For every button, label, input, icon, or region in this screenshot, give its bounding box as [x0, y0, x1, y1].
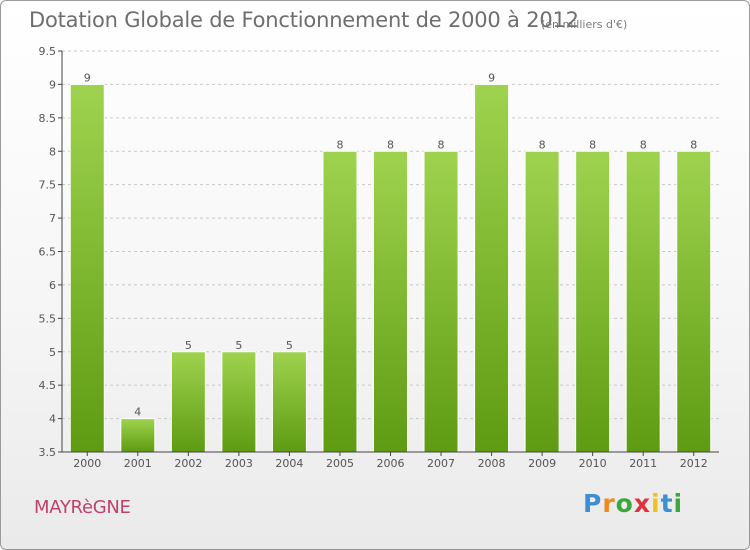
- x-tick-label: 2002: [174, 457, 202, 470]
- x-tick-label: 2011: [629, 457, 657, 470]
- logo-letter: i: [673, 489, 684, 518]
- y-tick-label: 8: [49, 145, 56, 158]
- commune-name: MAYRèGNE: [34, 497, 131, 518]
- data-label: 8: [690, 138, 697, 151]
- bar: [271, 351, 307, 453]
- data-label: 9: [84, 71, 91, 84]
- data-label: 5: [185, 339, 192, 352]
- data-label: 5: [286, 339, 293, 352]
- x-tick-label: 2003: [225, 457, 253, 470]
- data-label: 8: [387, 138, 394, 151]
- x-tick-label: 2008: [478, 457, 506, 470]
- logo-letter: t: [660, 489, 674, 518]
- y-tick-label: 9.5: [39, 45, 57, 58]
- proxiti-logo: Proxiti: [583, 489, 683, 518]
- logo-letter: r: [602, 489, 616, 518]
- bar: [322, 150, 358, 453]
- data-label: 8: [589, 138, 596, 151]
- chart-title: Dotation Globale de Fonctionnement de 20…: [29, 8, 579, 32]
- y-tick-label: 8.5: [39, 112, 57, 125]
- y-tick-label: 4.5: [39, 379, 57, 392]
- data-label: 8: [438, 138, 445, 151]
- logo-letter: P: [583, 489, 603, 518]
- x-tick-label: 2000: [73, 457, 101, 470]
- x-tick-label: 2012: [680, 457, 708, 470]
- data-label: 4: [134, 406, 141, 419]
- bar: [170, 351, 206, 453]
- bar: [373, 150, 408, 453]
- y-tick-label: 7.5: [39, 179, 57, 192]
- x-tick-label: 2009: [528, 457, 556, 470]
- bar: [221, 351, 257, 453]
- data-label: 8: [539, 138, 546, 151]
- y-tick-label: 6: [49, 279, 56, 292]
- bar: [575, 150, 611, 453]
- bar: [524, 150, 560, 453]
- y-tick-label: 6.5: [39, 246, 57, 259]
- y-tick-label: 3.5: [39, 446, 57, 459]
- data-label: 8: [640, 138, 647, 151]
- data-label: 9: [488, 71, 495, 84]
- y-tick-label: 5: [49, 346, 56, 359]
- bar: [120, 418, 156, 453]
- y-tick-label: 7: [49, 212, 56, 225]
- y-tick-label: 4: [49, 413, 56, 426]
- x-tick-label: 2007: [427, 457, 455, 470]
- logo-letter: i: [651, 489, 661, 518]
- bar: [474, 83, 510, 453]
- data-label: 8: [336, 138, 343, 151]
- logo-letter: x: [633, 489, 651, 518]
- data-label: 5: [235, 339, 242, 352]
- x-tick-label: 2010: [579, 457, 607, 470]
- x-tick-label: 2005: [326, 457, 354, 470]
- x-tick-label: 2004: [275, 457, 303, 470]
- y-tick-label: 5.5: [39, 312, 57, 325]
- bar: [423, 150, 459, 453]
- x-tick-label: 2001: [124, 457, 152, 470]
- logo-letter: o: [615, 489, 634, 518]
- x-tick-label: 2006: [377, 457, 405, 470]
- bar: [625, 150, 661, 453]
- bar: [676, 150, 712, 453]
- chart-subtitle: (en milliers d'€): [541, 18, 628, 31]
- bar: [69, 83, 105, 453]
- y-tick-label: 9: [49, 78, 56, 91]
